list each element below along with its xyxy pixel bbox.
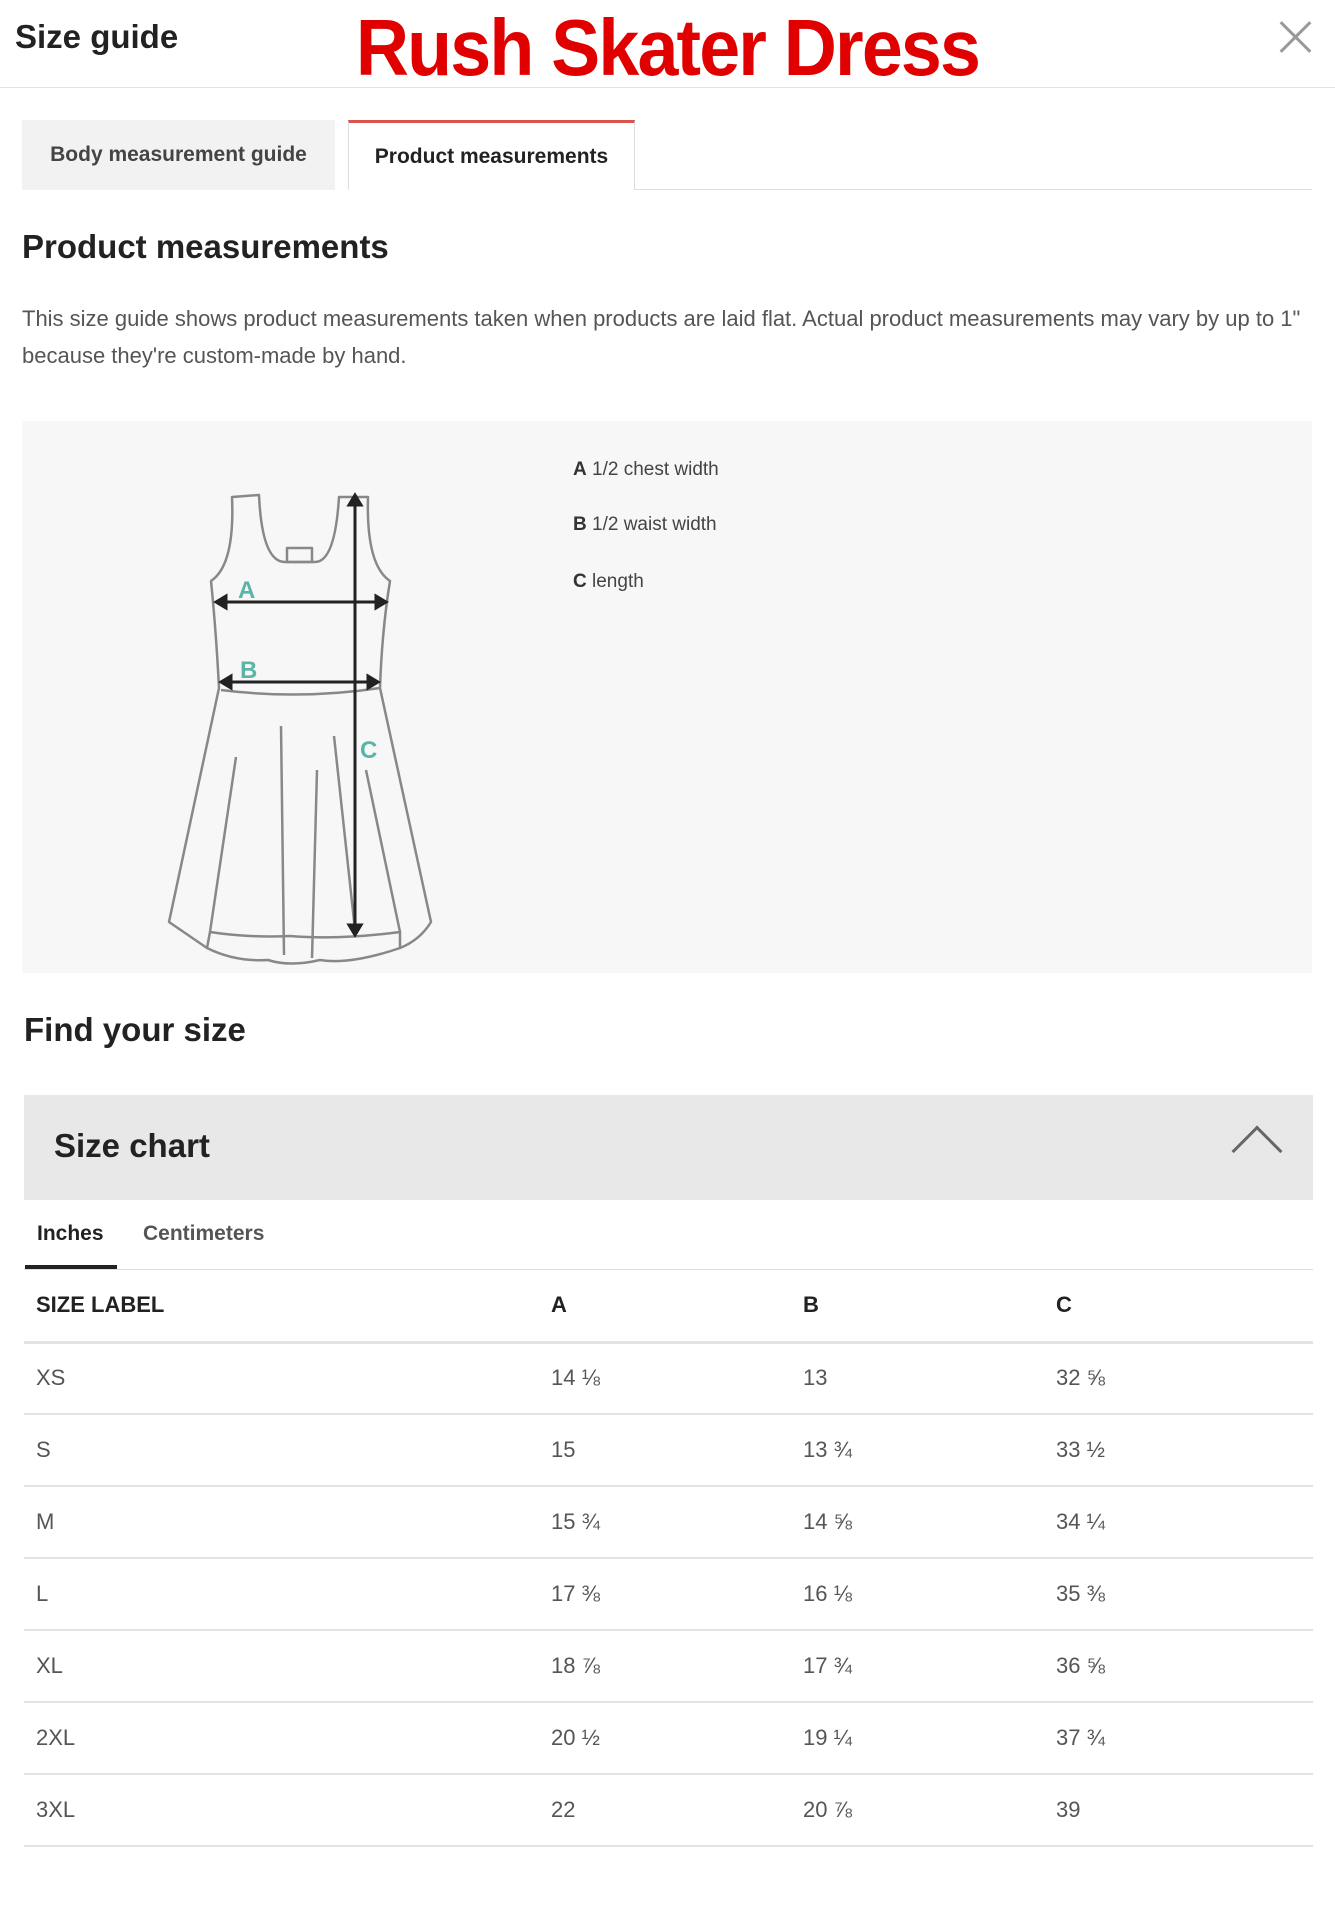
table-row: XL 18 ⅞ 17 ¾ 36 ⅝	[24, 1630, 1313, 1703]
size-table: SIZE LABEL A B C XS 14 ⅛ 13 32 ⅝ S 15 13 ¾ 33 ½…	[24, 1270, 1313, 1847]
measurement-cell: 22	[551, 1774, 803, 1847]
measurement-cell: 13	[803, 1342, 1056, 1415]
chevron-up-icon[interactable]	[1231, 1125, 1283, 1177]
table-header-row: SIZE LABEL A B C	[24, 1270, 1313, 1344]
diagram-label-a: A	[238, 577, 255, 604]
measurement-cell: 32 ⅝	[1056, 1342, 1313, 1415]
legend-key: A	[573, 459, 587, 480]
diagram-label-c: C	[360, 737, 377, 764]
legend-key: B	[573, 514, 587, 535]
measurement-cell: 17 ¾	[803, 1630, 1056, 1703]
legend-key: C	[573, 571, 587, 592]
modal-title: Size guide	[15, 18, 179, 55]
size-label-cell: 3XL	[24, 1774, 551, 1847]
size-label-cell: XS	[24, 1342, 551, 1415]
table-row: XS 14 ⅛ 13 32 ⅝	[24, 1342, 1313, 1415]
measurement-cell: 14 ⅛	[551, 1342, 803, 1415]
column-header: SIZE LABEL	[24, 1270, 551, 1344]
legend-text: length	[592, 571, 644, 592]
unit-tab-centimeters[interactable]: Centimeters	[143, 1222, 265, 1245]
modal-header: Size guide Rush Skater Dress	[0, 0, 1335, 92]
measurement-cell: 15 ¾	[551, 1486, 803, 1559]
legend-text: 1/2 waist width	[592, 514, 717, 535]
measurement-cell: 36 ⅝	[1056, 1630, 1313, 1703]
measurement-cell: 13 ¾	[803, 1414, 1056, 1487]
measurement-cell: 34 ¼	[1056, 1486, 1313, 1559]
size-chart-title: Size chart	[54, 1127, 210, 1164]
legend-item-c: C length	[573, 571, 644, 593]
measurement-cell: 20 ⅞	[803, 1774, 1056, 1847]
table-row: 2XL 20 ½ 19 ¼ 37 ¾	[24, 1702, 1313, 1775]
legend-item-b: B 1/2 waist width	[573, 514, 717, 536]
table-row: L 17 ⅜ 16 ⅛ 35 ⅜	[24, 1558, 1313, 1631]
table-row: 3XL 22 20 ⅞ 39	[24, 1774, 1313, 1847]
dress-diagram: A B C	[167, 492, 433, 965]
section-description: This size guide shows product measuremen…	[22, 306, 1301, 368]
measurement-cell: 37 ¾	[1056, 1702, 1313, 1775]
measurement-cell: 39	[1056, 1774, 1313, 1847]
column-header: C	[1056, 1270, 1313, 1344]
product-name-banner: Rush Skater Dress	[355, 3, 981, 92]
tab-body-measurement-guide[interactable]: Body measurement guide	[22, 120, 335, 190]
size-label-cell: M	[24, 1486, 551, 1559]
unit-tab-divider	[24, 1269, 1313, 1270]
find-size-title: Find your size	[24, 1011, 246, 1048]
tab-divider	[635, 189, 1312, 190]
diagram-label-b: B	[240, 657, 257, 684]
size-label-cell: L	[24, 1558, 551, 1631]
measurement-cell: 19 ¼	[803, 1702, 1056, 1775]
legend-text: 1/2 chest width	[592, 459, 719, 480]
measurement-cell: 33 ½	[1056, 1414, 1313, 1487]
size-chart-accordion[interactable]: Size chart	[24, 1095, 1313, 1200]
size-label-cell: S	[24, 1414, 551, 1487]
unit-tab-inches[interactable]: Inches	[37, 1222, 104, 1245]
column-header: B	[803, 1270, 1056, 1344]
measurement-cell: 35 ⅜	[1056, 1558, 1313, 1631]
size-label-cell: 2XL	[24, 1702, 551, 1775]
legend-item-a: A 1/2 chest width	[573, 459, 719, 481]
section-title: Product measurements	[22, 228, 389, 265]
close-icon[interactable]	[1275, 18, 1315, 58]
measurement-diagram-box	[22, 421, 1312, 973]
column-header: A	[551, 1270, 803, 1344]
measurement-cell: 14 ⅝	[803, 1486, 1056, 1559]
measurement-cell: 16 ⅛	[803, 1558, 1056, 1631]
measurement-cell: 15	[551, 1414, 803, 1487]
measurement-cell: 20 ½	[551, 1702, 803, 1775]
active-tab-underline	[25, 1265, 117, 1269]
tab-product-measurements[interactable]: Product measurements	[348, 120, 635, 190]
measurement-cell: 17 ⅜	[551, 1558, 803, 1631]
measurement-cell: 18 ⅞	[551, 1630, 803, 1703]
table-row: S 15 13 ¾ 33 ½	[24, 1414, 1313, 1487]
size-label-cell: XL	[24, 1630, 551, 1703]
table-row: M 15 ¾ 14 ⅝ 34 ¼	[24, 1486, 1313, 1559]
